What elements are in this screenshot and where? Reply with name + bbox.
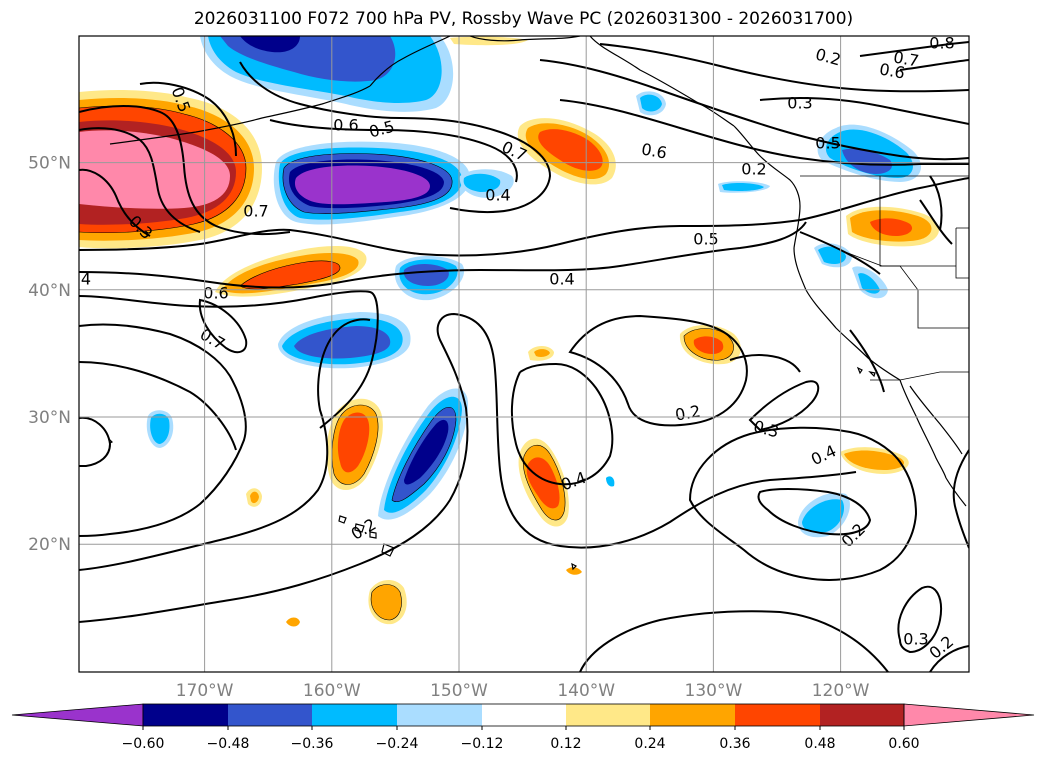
colorbar-segment	[650, 704, 735, 726]
colorbar-tick-label: 0.36	[719, 736, 750, 752]
positive-anomaly-45n-123w	[846, 206, 939, 247]
contour-label: 0.2	[741, 160, 766, 179]
grid-lines	[79, 36, 969, 672]
lon-label: 150°W	[430, 681, 488, 701]
colorbar-segment	[566, 704, 650, 726]
map-title: 2026031100 F072 700 hPa PV, Rossby Wave …	[193, 9, 854, 29]
contour-label: 0.7	[892, 47, 920, 70]
colorbar-segment	[228, 704, 312, 726]
colorbar-tick-label: 0.24	[634, 736, 665, 752]
contour-label: 0.8	[929, 34, 954, 53]
contour-label: 0.7	[243, 202, 268, 221]
colorbar-extend-high	[903, 703, 1035, 727]
colorbar-extend-low	[11, 703, 144, 727]
colorbar-tick-label: −0.12	[461, 736, 504, 752]
colorbar: −0.60 −0.48 −0.36 −0.24 −0.12 0.12 0.24 0.36 0.4…	[11, 703, 1035, 752]
colorbar-segment	[482, 704, 566, 726]
contour-label: 0.6	[640, 139, 668, 162]
colorbar-tick-label: −0.60	[122, 736, 165, 752]
colorbar-tick-label: −0.24	[376, 736, 419, 752]
lat-label: 20°N	[28, 535, 71, 555]
negative-anomaly-30n-175w	[146, 410, 174, 448]
negative-anomaly-alaska	[200, 36, 454, 112]
contour-label: 0.5	[693, 230, 718, 249]
lat-label: 50°N	[28, 154, 71, 174]
negative-anomaly-41n-150w	[394, 255, 465, 301]
negative-anomaly-27n-152w	[378, 388, 468, 520]
colorbar-segment	[397, 704, 482, 726]
pv-anomaly-fills	[79, 36, 939, 627]
colorbar-tick-label: 0.12	[550, 736, 581, 752]
colorbar-segment	[143, 704, 228, 726]
positive-anomaly-northwest	[79, 90, 262, 249]
colorbar-tick-label: −0.36	[291, 736, 334, 752]
colorbar-segment	[312, 704, 397, 726]
latitude-labels: 20°N 30°N 40°N 50°N	[28, 154, 71, 556]
contour-label: 0.4	[549, 270, 574, 289]
pv-contours	[79, 41, 969, 672]
colorbar-segment	[735, 704, 820, 726]
colorbar-frame	[142, 703, 905, 727]
lon-label: 130°W	[685, 681, 743, 701]
map-area: 0.50.80.70.60.20.30.50.70.6 0.50.60.70.40…	[79, 34, 969, 672]
colorbar-tick-label: 0.48	[804, 736, 835, 752]
contour-label: 0.6	[333, 116, 358, 135]
contour-label: 0.3	[903, 630, 928, 649]
negative-anomaly-36n-158w	[278, 312, 411, 369]
lat-label: 40°N	[28, 281, 71, 301]
colorbar-tick-label: 0.60	[888, 736, 919, 752]
longitude-labels: 170°W 160°W 150°W 140°W 130°W 120°W	[176, 681, 870, 701]
contour-label: 0.6	[203, 284, 228, 303]
colorbar-segment	[820, 704, 904, 726]
contour-label: 0.2	[674, 401, 702, 424]
positive-anomaly-25n-143w	[518, 438, 569, 527]
positive-anomaly-16n-156w	[368, 579, 407, 625]
contour-label: 4	[81, 270, 91, 289]
positive-anomaly-30n-158w	[326, 398, 383, 490]
contour-label: 0.6	[878, 59, 906, 82]
lon-label: 170°W	[176, 681, 234, 701]
contour-label: 0.5	[815, 134, 840, 153]
contour-label: 0.4	[485, 186, 510, 205]
colorbar-tick-label: −0.48	[207, 736, 250, 752]
map-frame	[78, 35, 970, 673]
lon-label: 140°W	[557, 681, 615, 701]
contour-label: 0.3	[787, 94, 812, 113]
lon-label: 160°W	[303, 681, 361, 701]
lon-label: 120°W	[812, 681, 870, 701]
positive-anomaly-small-patches	[246, 36, 582, 627]
lat-label: 30°N	[28, 408, 71, 428]
negative-anomaly-eastern-patches	[606, 91, 922, 538]
